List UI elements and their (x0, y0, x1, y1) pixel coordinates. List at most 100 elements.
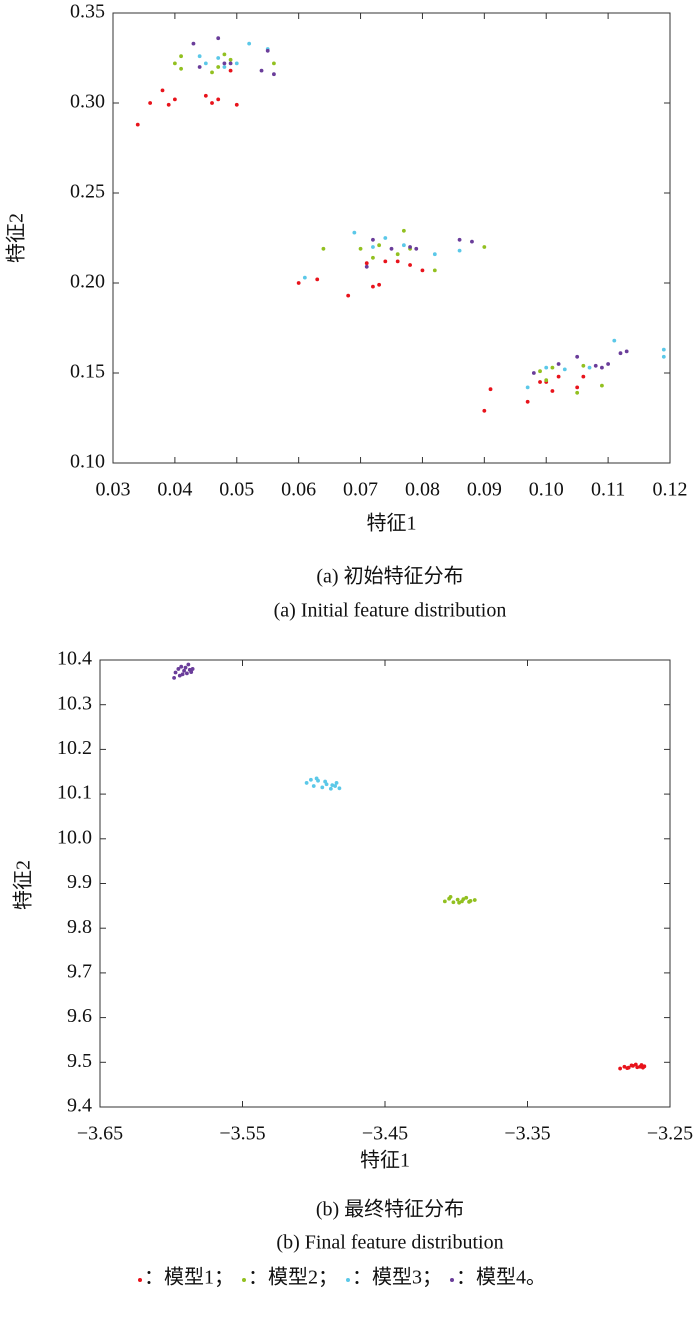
scatter-point (414, 246, 419, 251)
scatter-point (302, 275, 307, 280)
scatter-point (420, 268, 425, 273)
scatter-point (234, 102, 239, 107)
scatter-point (222, 52, 227, 57)
scatter-point (176, 667, 181, 671)
scatter-point (216, 36, 221, 41)
scatter-point (482, 245, 487, 249)
scatter-point (661, 347, 666, 352)
scatter-point (408, 263, 412, 267)
scatter-point (618, 1066, 623, 1071)
scatter-point (210, 70, 214, 75)
legend-label: ：模型4。 (456, 1266, 546, 1289)
scatter-point (197, 54, 202, 59)
legend-marker (346, 1278, 350, 1282)
scatter-point (183, 665, 188, 670)
caption-english: (a) Initial feature distribution (274, 600, 507, 622)
scatter-point (467, 899, 471, 904)
y-tick-label: 10.1 (57, 782, 92, 804)
scatter-point (401, 243, 406, 248)
scatter-point (179, 664, 184, 669)
scatter-point (315, 277, 320, 282)
x-tick-label: −3.55 (219, 1123, 265, 1145)
scatter-point (203, 61, 208, 66)
scatter-point (612, 338, 617, 343)
scatter-point (173, 670, 178, 675)
x-axis-label: 特征1 (360, 1149, 410, 1172)
scatter-point (371, 237, 375, 242)
scatter-point (442, 899, 447, 904)
scatter-point (182, 668, 186, 673)
scatter-point (180, 672, 185, 677)
scatter-point (470, 239, 474, 244)
scatter-point (309, 777, 313, 782)
scatter-point (457, 237, 462, 242)
y-axis-label: 特征2 (5, 213, 28, 263)
scatter-point (448, 895, 453, 899)
scatter-point (314, 776, 319, 781)
scatter-point (323, 779, 328, 784)
scatter-point (228, 68, 233, 73)
y-tick-label: 0.30 (70, 91, 105, 113)
y-tick-label: 9.7 (67, 960, 92, 982)
caption: (a) 初始特征分布 (316, 565, 463, 588)
scatter-point (364, 264, 369, 269)
scatter-point (575, 390, 580, 395)
scatter-point (216, 56, 221, 60)
scatter-point (371, 255, 375, 260)
scatter-point (190, 667, 195, 671)
x-tick-label: −3.25 (647, 1123, 693, 1145)
scatter-point (464, 895, 469, 900)
scatter-point (185, 671, 189, 676)
x-tick-label: 0.12 (653, 479, 688, 501)
scatter-point (321, 246, 326, 251)
y-tick-label: 10.4 (57, 648, 92, 670)
legend-label: ：模型2； (248, 1266, 338, 1289)
scatter-point (272, 61, 276, 66)
scatter-point (228, 61, 233, 66)
y-tick-label: 9.8 (67, 916, 92, 938)
scatter-point (581, 363, 586, 368)
plot-frame (112, 12, 671, 464)
scatter-point (455, 897, 460, 902)
y-tick-label: 0.20 (70, 271, 105, 293)
scatter-point (575, 385, 580, 390)
y-tick-label: 10.3 (57, 692, 92, 714)
scatter-point (172, 675, 177, 680)
scatter-point (371, 245, 375, 249)
scatter-point (432, 268, 437, 273)
scatter-point (461, 897, 466, 902)
scatter-point (371, 284, 375, 289)
y-tick-label: 10.2 (57, 737, 92, 759)
scatter-point (247, 41, 252, 46)
caption-english: (b) Final feature distribution (276, 1232, 503, 1254)
scatter-point (432, 252, 437, 257)
caption: (b) 最终特征分布 (316, 1198, 464, 1221)
scatter-point (334, 781, 339, 785)
scatter-point (624, 349, 629, 354)
scatter-point (457, 900, 461, 905)
scatter-point (352, 230, 357, 235)
scatter-point (228, 57, 233, 62)
scatter-point (395, 252, 400, 257)
scatter-point (364, 261, 369, 266)
y-tick-label: 0.35 (70, 1, 105, 23)
plot-frame (99, 659, 671, 1108)
scatter-point (641, 1065, 645, 1070)
scatter-point (622, 1064, 627, 1069)
scatter-point (593, 363, 598, 368)
scatter-point (377, 282, 382, 287)
scatter-point (556, 374, 561, 379)
scatter-point (587, 365, 592, 370)
y-tick-label: 0.15 (70, 361, 105, 383)
x-axis-label: 特征1 (367, 512, 417, 535)
y-tick-label: 9.5 (67, 1050, 92, 1072)
scatter-point (606, 362, 611, 366)
scatter-point (383, 259, 388, 264)
scatter-point (330, 783, 335, 788)
scatter-point (203, 93, 208, 98)
x-tick-label: 0.03 (96, 479, 131, 501)
scatter-point (562, 367, 567, 372)
scatter-point (234, 61, 239, 66)
scatter-point (633, 1062, 638, 1067)
